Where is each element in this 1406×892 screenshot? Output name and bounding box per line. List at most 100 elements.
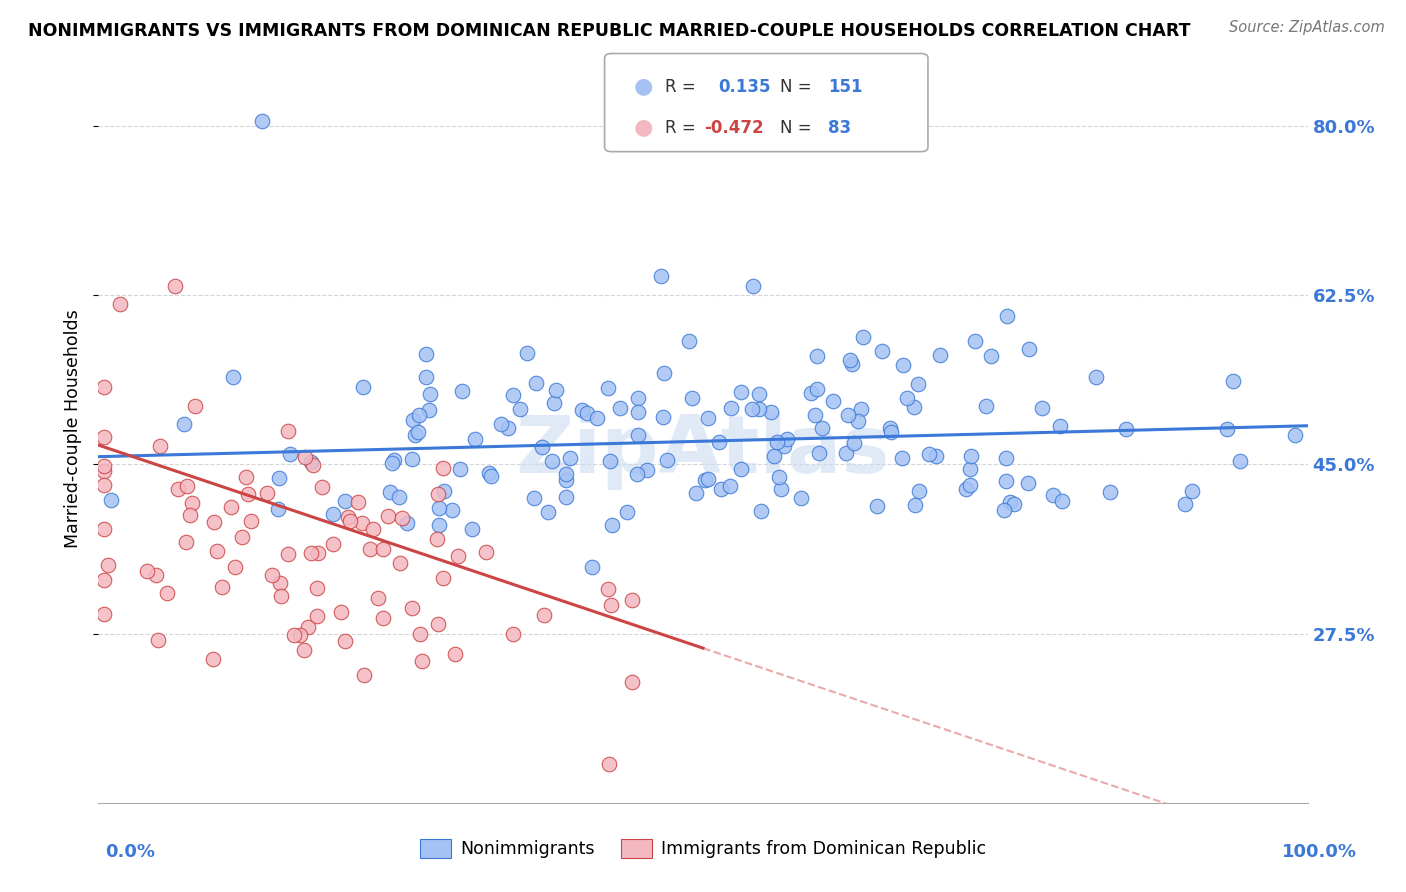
Point [240,515,263,529]
Point [353,668,375,682]
Point [270,589,292,603]
Point [994,451,1017,466]
Point [415,347,437,361]
Point [443,647,465,661]
Point [652,410,675,425]
Point [401,452,423,467]
Point [596,582,619,596]
Point [381,456,404,470]
Text: N =: N = [780,119,811,136]
Point [174,535,197,549]
Point [554,490,576,504]
Point [718,478,741,492]
Point [418,402,440,417]
Point [110,297,132,311]
Point [93,573,115,587]
Point [388,490,411,504]
Text: ZipAtlas: ZipAtlas [516,411,890,490]
Point [891,358,914,372]
Point [852,330,875,344]
Point [93,477,115,491]
Point [1173,497,1195,511]
Text: 0.135: 0.135 [718,78,770,95]
Point [960,450,983,464]
Point [449,462,471,476]
Point [523,491,546,506]
Point [1284,428,1306,442]
Point [204,515,226,529]
Point [742,278,765,293]
Point [496,421,519,435]
Point [959,478,981,492]
Point [524,376,547,390]
Point [464,432,486,446]
Point [93,522,115,536]
Point [350,516,373,530]
Point [1181,483,1204,498]
Point [581,560,603,574]
Point [202,652,225,666]
Point [267,501,290,516]
Point [1115,422,1137,436]
Point [879,421,901,435]
Point [339,514,361,528]
Point [1031,401,1053,416]
Point [955,482,977,496]
Point [395,516,418,530]
Point [730,384,752,399]
Point [222,370,245,384]
Point [97,558,120,572]
Point [419,387,441,401]
Point [790,491,813,505]
Point [336,510,359,524]
Text: ●: ● [634,118,654,137]
Point [571,403,593,417]
Point [93,430,115,444]
Point [427,487,450,501]
Point [544,383,567,397]
Point [765,434,787,449]
Point [163,278,186,293]
Point [560,451,582,466]
Point [489,417,512,431]
Point [406,425,429,439]
Point [1216,422,1239,436]
Point [401,600,423,615]
Point [305,581,328,595]
Text: 83: 83 [828,119,851,136]
Point [762,449,785,463]
Point [1042,488,1064,502]
Point [181,495,204,509]
Point [277,424,299,438]
Legend: Nonimmigrants, Immigrants from Dominican Republic: Nonimmigrants, Immigrants from Dominican… [413,832,993,865]
Point [277,547,299,561]
Point [621,593,644,607]
Point [1085,370,1108,384]
Point [748,402,770,417]
Point [770,482,793,496]
Text: R =: R = [665,119,696,136]
Point [156,586,179,600]
Point [1222,374,1244,388]
Text: Source: ZipAtlas.com: Source: ZipAtlas.com [1229,20,1385,35]
Point [269,471,291,485]
Point [301,458,323,473]
Point [846,414,869,428]
Point [543,396,565,410]
Point [598,757,620,772]
Point [695,473,717,487]
Point [93,379,115,393]
Point [710,483,733,497]
Point [908,483,931,498]
Point [461,522,484,536]
Point [1002,497,1025,511]
Point [834,446,856,460]
Point [427,518,450,533]
Point [707,435,730,450]
Point [849,401,872,416]
Point [772,439,794,453]
Text: R =: R = [665,78,696,95]
Point [329,605,352,619]
Point [502,388,524,402]
Point [808,446,831,460]
